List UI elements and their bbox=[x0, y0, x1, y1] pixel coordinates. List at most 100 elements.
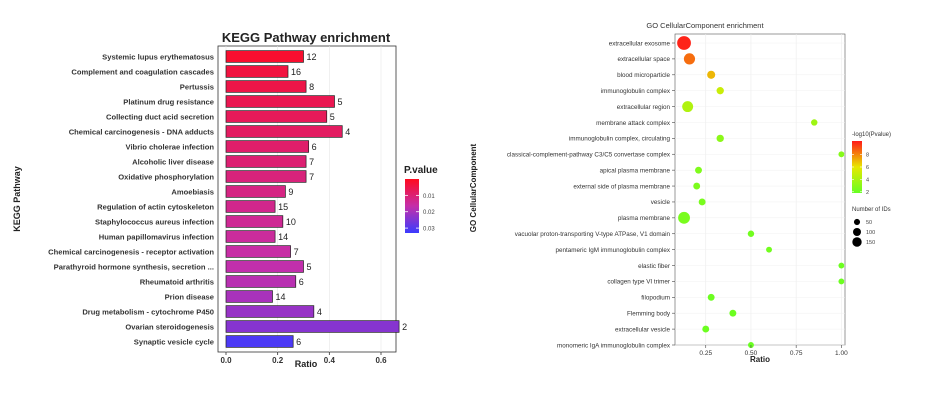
kegg-chart: KEGG Pathway enrichment Systemic lupus e… bbox=[12, 30, 438, 369]
go-category-label: filopodium bbox=[641, 295, 670, 302]
go-color-legend-bar bbox=[852, 141, 862, 193]
go-category-label: extracellular exosome bbox=[609, 40, 671, 47]
kegg-bar bbox=[225, 290, 273, 303]
kegg-count-label: 8 bbox=[309, 82, 314, 92]
go-color-legend-tick-label: 2 bbox=[866, 190, 869, 196]
kegg-count-label: 7 bbox=[294, 247, 299, 257]
go-category-label: monomeric IgA immunoglobulin complex bbox=[557, 342, 671, 349]
go-x-axis-title: Ratio bbox=[750, 355, 770, 364]
kegg-legend-title: P.value bbox=[404, 165, 438, 176]
kegg-category-label: Oxidative phosphorylation bbox=[118, 173, 214, 182]
kegg-count-label: 2 bbox=[402, 322, 407, 332]
go-category-label: vacuolar proton-transporting V-type ATPa… bbox=[515, 231, 671, 238]
go-dot bbox=[682, 101, 694, 113]
kegg-count-label: 10 bbox=[286, 217, 296, 227]
go-category-label: plasma membrane bbox=[618, 215, 671, 222]
go-category-label: external side of plasma membrane bbox=[573, 183, 670, 190]
kegg-count-label: 7 bbox=[309, 157, 314, 167]
go-dot bbox=[707, 70, 716, 79]
go-category-label: apical plasma membrane bbox=[600, 167, 671, 174]
go-category-label: immunoglobulin complex bbox=[601, 88, 671, 95]
kegg-bar bbox=[225, 200, 276, 213]
kegg-bar bbox=[225, 155, 307, 168]
kegg-category-label: Synaptic vesicle cycle bbox=[134, 338, 214, 347]
go-category-label: Flemming body bbox=[627, 311, 671, 318]
kegg-bar bbox=[225, 65, 289, 78]
kegg-count-label: 15 bbox=[278, 202, 288, 212]
kegg-count-label: 6 bbox=[312, 142, 317, 152]
go-category-label: pentameric IgM immunoglobulin complex bbox=[556, 247, 671, 254]
go-category-label: elastic fiber bbox=[638, 263, 670, 270]
go-y-axis-title: GO CellularComponent bbox=[469, 143, 478, 232]
kegg-legend-colorbar bbox=[405, 179, 419, 233]
go-title: GO CellularComponent enrichment bbox=[646, 21, 764, 30]
kegg-count-label: 6 bbox=[299, 277, 304, 287]
go-color-legend-tick-label: 4 bbox=[866, 177, 869, 183]
go-x-tick-label: 1.00 bbox=[835, 350, 848, 357]
go-dot bbox=[716, 87, 724, 95]
go-plot-frame bbox=[674, 33, 846, 346]
kegg-bar bbox=[225, 125, 343, 138]
go-dot bbox=[707, 293, 715, 301]
kegg-bar bbox=[225, 245, 291, 258]
go-category-label: collagen type VI trimer bbox=[607, 279, 670, 286]
go-dot bbox=[683, 53, 696, 65]
kegg-x-tick-label: 0.6 bbox=[375, 356, 387, 365]
kegg-category-label: Chemical carcinogenesis - receptor activ… bbox=[48, 248, 214, 257]
go-size-legend-label: 150 bbox=[866, 240, 875, 246]
kegg-category-label: Prion disease bbox=[165, 293, 214, 302]
go-dot bbox=[838, 151, 845, 158]
kegg-bar bbox=[225, 95, 335, 108]
go-category-label: blood microparticle bbox=[617, 72, 670, 79]
kegg-bar bbox=[225, 215, 284, 228]
kegg-legend-tick-label: 0.02 bbox=[423, 210, 435, 216]
go-dot bbox=[729, 309, 737, 317]
kegg-x-tick-label: 0.2 bbox=[272, 356, 284, 365]
kegg-count-label: 4 bbox=[345, 127, 350, 137]
go-category-label: extracellular space bbox=[618, 56, 671, 63]
kegg-y-axis-title: KEGG Pathway bbox=[12, 166, 22, 232]
kegg-bar bbox=[225, 170, 307, 183]
go-category-label: classical-complement-pathway C3/C5 conve… bbox=[507, 152, 671, 159]
kegg-category-label: Regulation of actin cytoskeleton bbox=[97, 203, 214, 212]
go-dot bbox=[698, 198, 706, 206]
kegg-bar bbox=[225, 185, 286, 198]
kegg-category-label: Amoebiasis bbox=[171, 188, 214, 197]
go-size-legend-dot bbox=[853, 218, 861, 226]
kegg-bar bbox=[225, 260, 304, 273]
go-dot bbox=[811, 119, 818, 126]
go-dot bbox=[702, 325, 710, 333]
kegg-bar bbox=[225, 140, 310, 153]
kegg-count-label: 14 bbox=[276, 292, 286, 302]
kegg-category-label: Alcoholic liver disease bbox=[132, 158, 214, 167]
kegg-category-label: Ovarian steroidogenesis bbox=[125, 323, 214, 332]
kegg-title: KEGG Pathway enrichment bbox=[222, 30, 391, 45]
kegg-count-label: 12 bbox=[307, 52, 317, 62]
kegg-count-label: 5 bbox=[338, 97, 343, 107]
go-dot bbox=[838, 262, 845, 269]
go-size-legend-dot bbox=[852, 237, 862, 247]
go-size-legend-label: 50 bbox=[866, 220, 872, 226]
kegg-count-label: 5 bbox=[330, 112, 335, 122]
go-size-legend-title: Number of IDs bbox=[852, 207, 891, 213]
go-color-legend-title: -log10(Pvalue) bbox=[852, 132, 891, 138]
kegg-category-label: Rheumatoid arthritis bbox=[140, 278, 214, 287]
go-dot bbox=[766, 246, 772, 253]
go-x-tick-label: 0.25 bbox=[699, 350, 712, 357]
go-dot bbox=[695, 166, 702, 174]
go-size-legend-dot bbox=[853, 228, 861, 236]
kegg-category-label: Systemic lupus erythematosus bbox=[102, 53, 214, 62]
kegg-legend-tick-label: 0.03 bbox=[423, 227, 435, 233]
kegg-bar bbox=[225, 110, 328, 123]
kegg-bar bbox=[225, 230, 276, 243]
kegg-count-label: 7 bbox=[309, 172, 314, 182]
go-color-legend-tick-label: 8 bbox=[866, 153, 869, 159]
kegg-category-label: Pertussis bbox=[180, 83, 214, 92]
kegg-count-label: 14 bbox=[278, 232, 288, 242]
go-chart: GO CellularComponent enrichment extracel… bbox=[469, 21, 891, 364]
go-category-label: vesicle bbox=[651, 199, 671, 206]
go-category-label: membrane attack complex bbox=[596, 120, 671, 127]
kegg-category-label: Parathyroid hormone synthesis, secretion… bbox=[54, 263, 214, 272]
kegg-count-label: 9 bbox=[288, 187, 293, 197]
